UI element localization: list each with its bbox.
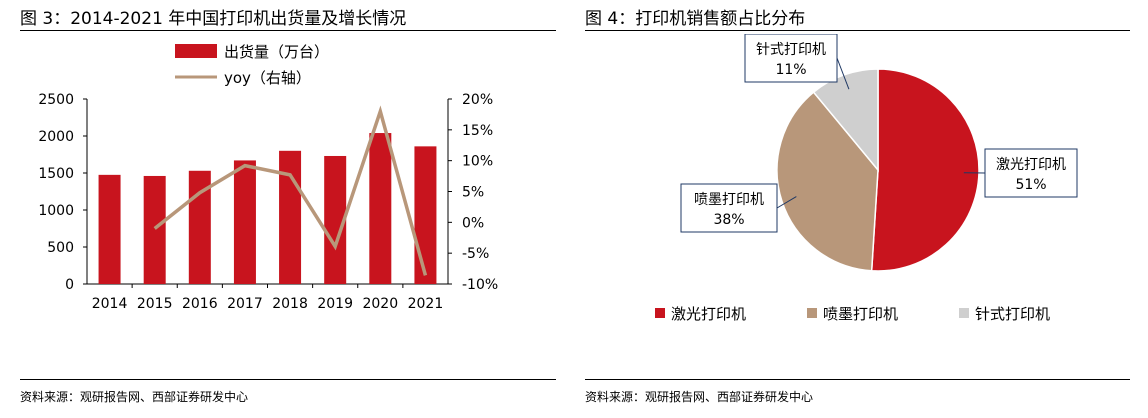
bar-2018 (279, 150, 302, 284)
pie-chart-figure-title: 图 4：打印机销售额占比分布 (585, 9, 806, 29)
legend-swatch-1 (655, 308, 665, 318)
pie-slice-2 (776, 91, 879, 272)
callout-leader (776, 196, 797, 209)
x-tick-label: 2015 (137, 296, 173, 312)
source-note: 资料来源：观研报告网、西部证券研发中心 (585, 390, 814, 404)
callout-name: 针式打印机 (756, 41, 826, 58)
source-note: 资料来源：观研报告网、西部证券研发中心 (20, 390, 249, 404)
bar-line-chart: 0 500 1000 1500 2000 2500 -10% -5% 0% 5% 10% 15% 20%… (38, 43, 498, 312)
right-y-tick-label: 5% (462, 185, 484, 201)
callout-percent: 38% (713, 212, 744, 228)
right-y-tick-label: -5% (462, 246, 489, 262)
source-rule (20, 379, 556, 380)
bar-chart-figure-title: 图 3：2014-2021 年中国打印机出货量及增长情况 (20, 9, 407, 29)
callout-percent: 11% (775, 62, 806, 78)
left-y-tick-label: 2000 (38, 129, 74, 145)
callout-box (680, 183, 778, 233)
title-rule (585, 30, 1130, 31)
left-y-tick-label: 2500 (38, 92, 74, 108)
pie-chart-panel: 图 4：打印机销售额占比分布 激光打印机 51% 喷墨打印机 38% 针式打印机 11% 激… (585, 0, 1148, 418)
callout-name: 激光打印机 (996, 156, 1066, 173)
callout-name: 喷墨打印机 (694, 191, 764, 208)
bar-2015 (143, 175, 166, 284)
left-y-tick-label: 1500 (38, 166, 74, 182)
bar-2017 (233, 160, 256, 284)
bar-2020 (369, 133, 392, 284)
callout-box (984, 148, 1078, 198)
source-rule (585, 379, 1130, 380)
legend-line-label: yoy（右轴） (224, 69, 311, 87)
left-y-tick-label: 500 (47, 240, 74, 256)
callout-box (744, 34, 838, 83)
left-y-tick-label: 1000 (38, 203, 74, 219)
legend-bar-label: 出货量（万台） (224, 43, 329, 61)
right-y-tick-label: 15% (462, 123, 493, 139)
legend-label: 激光打印机 (671, 305, 746, 323)
title-rule (20, 30, 556, 31)
x-tick-label: 2018 (272, 296, 308, 312)
right-y-tick-label: 10% (462, 154, 493, 170)
right-y-tick-label: 0% (462, 215, 484, 231)
bar-chart-panel: 图 3：2014-2021 年中国打印机出货量及增长情况 0 500 1000 150… (0, 0, 560, 418)
callout-leader (836, 57, 850, 90)
x-tick-label: 2019 (317, 296, 353, 312)
left-y-tick-label: 0 (65, 277, 74, 293)
x-tick-label: 2016 (182, 296, 218, 312)
legend-label: 针式打印机 (975, 305, 1050, 323)
x-tick-label: 2021 (408, 296, 444, 312)
x-tick-label: 2020 (362, 296, 398, 312)
bar-2014 (98, 174, 121, 284)
bar-2021 (414, 146, 437, 284)
legend-label: 喷墨打印机 (823, 305, 898, 323)
yoy-line (153, 105, 428, 276)
x-tick-label: 2014 (92, 296, 128, 312)
right-y-tick-label: 20% (462, 92, 493, 108)
bar-2019 (324, 155, 347, 284)
right-y-tick-label: -10% (462, 277, 498, 293)
x-tick-label: 2017 (227, 296, 263, 312)
pie-slice-1 (870, 68, 980, 272)
callout-percent: 51% (1015, 177, 1046, 193)
legend-swatch-2 (807, 308, 817, 318)
legend-swatch-3 (959, 308, 969, 318)
legend-bar-swatch (175, 44, 217, 58)
